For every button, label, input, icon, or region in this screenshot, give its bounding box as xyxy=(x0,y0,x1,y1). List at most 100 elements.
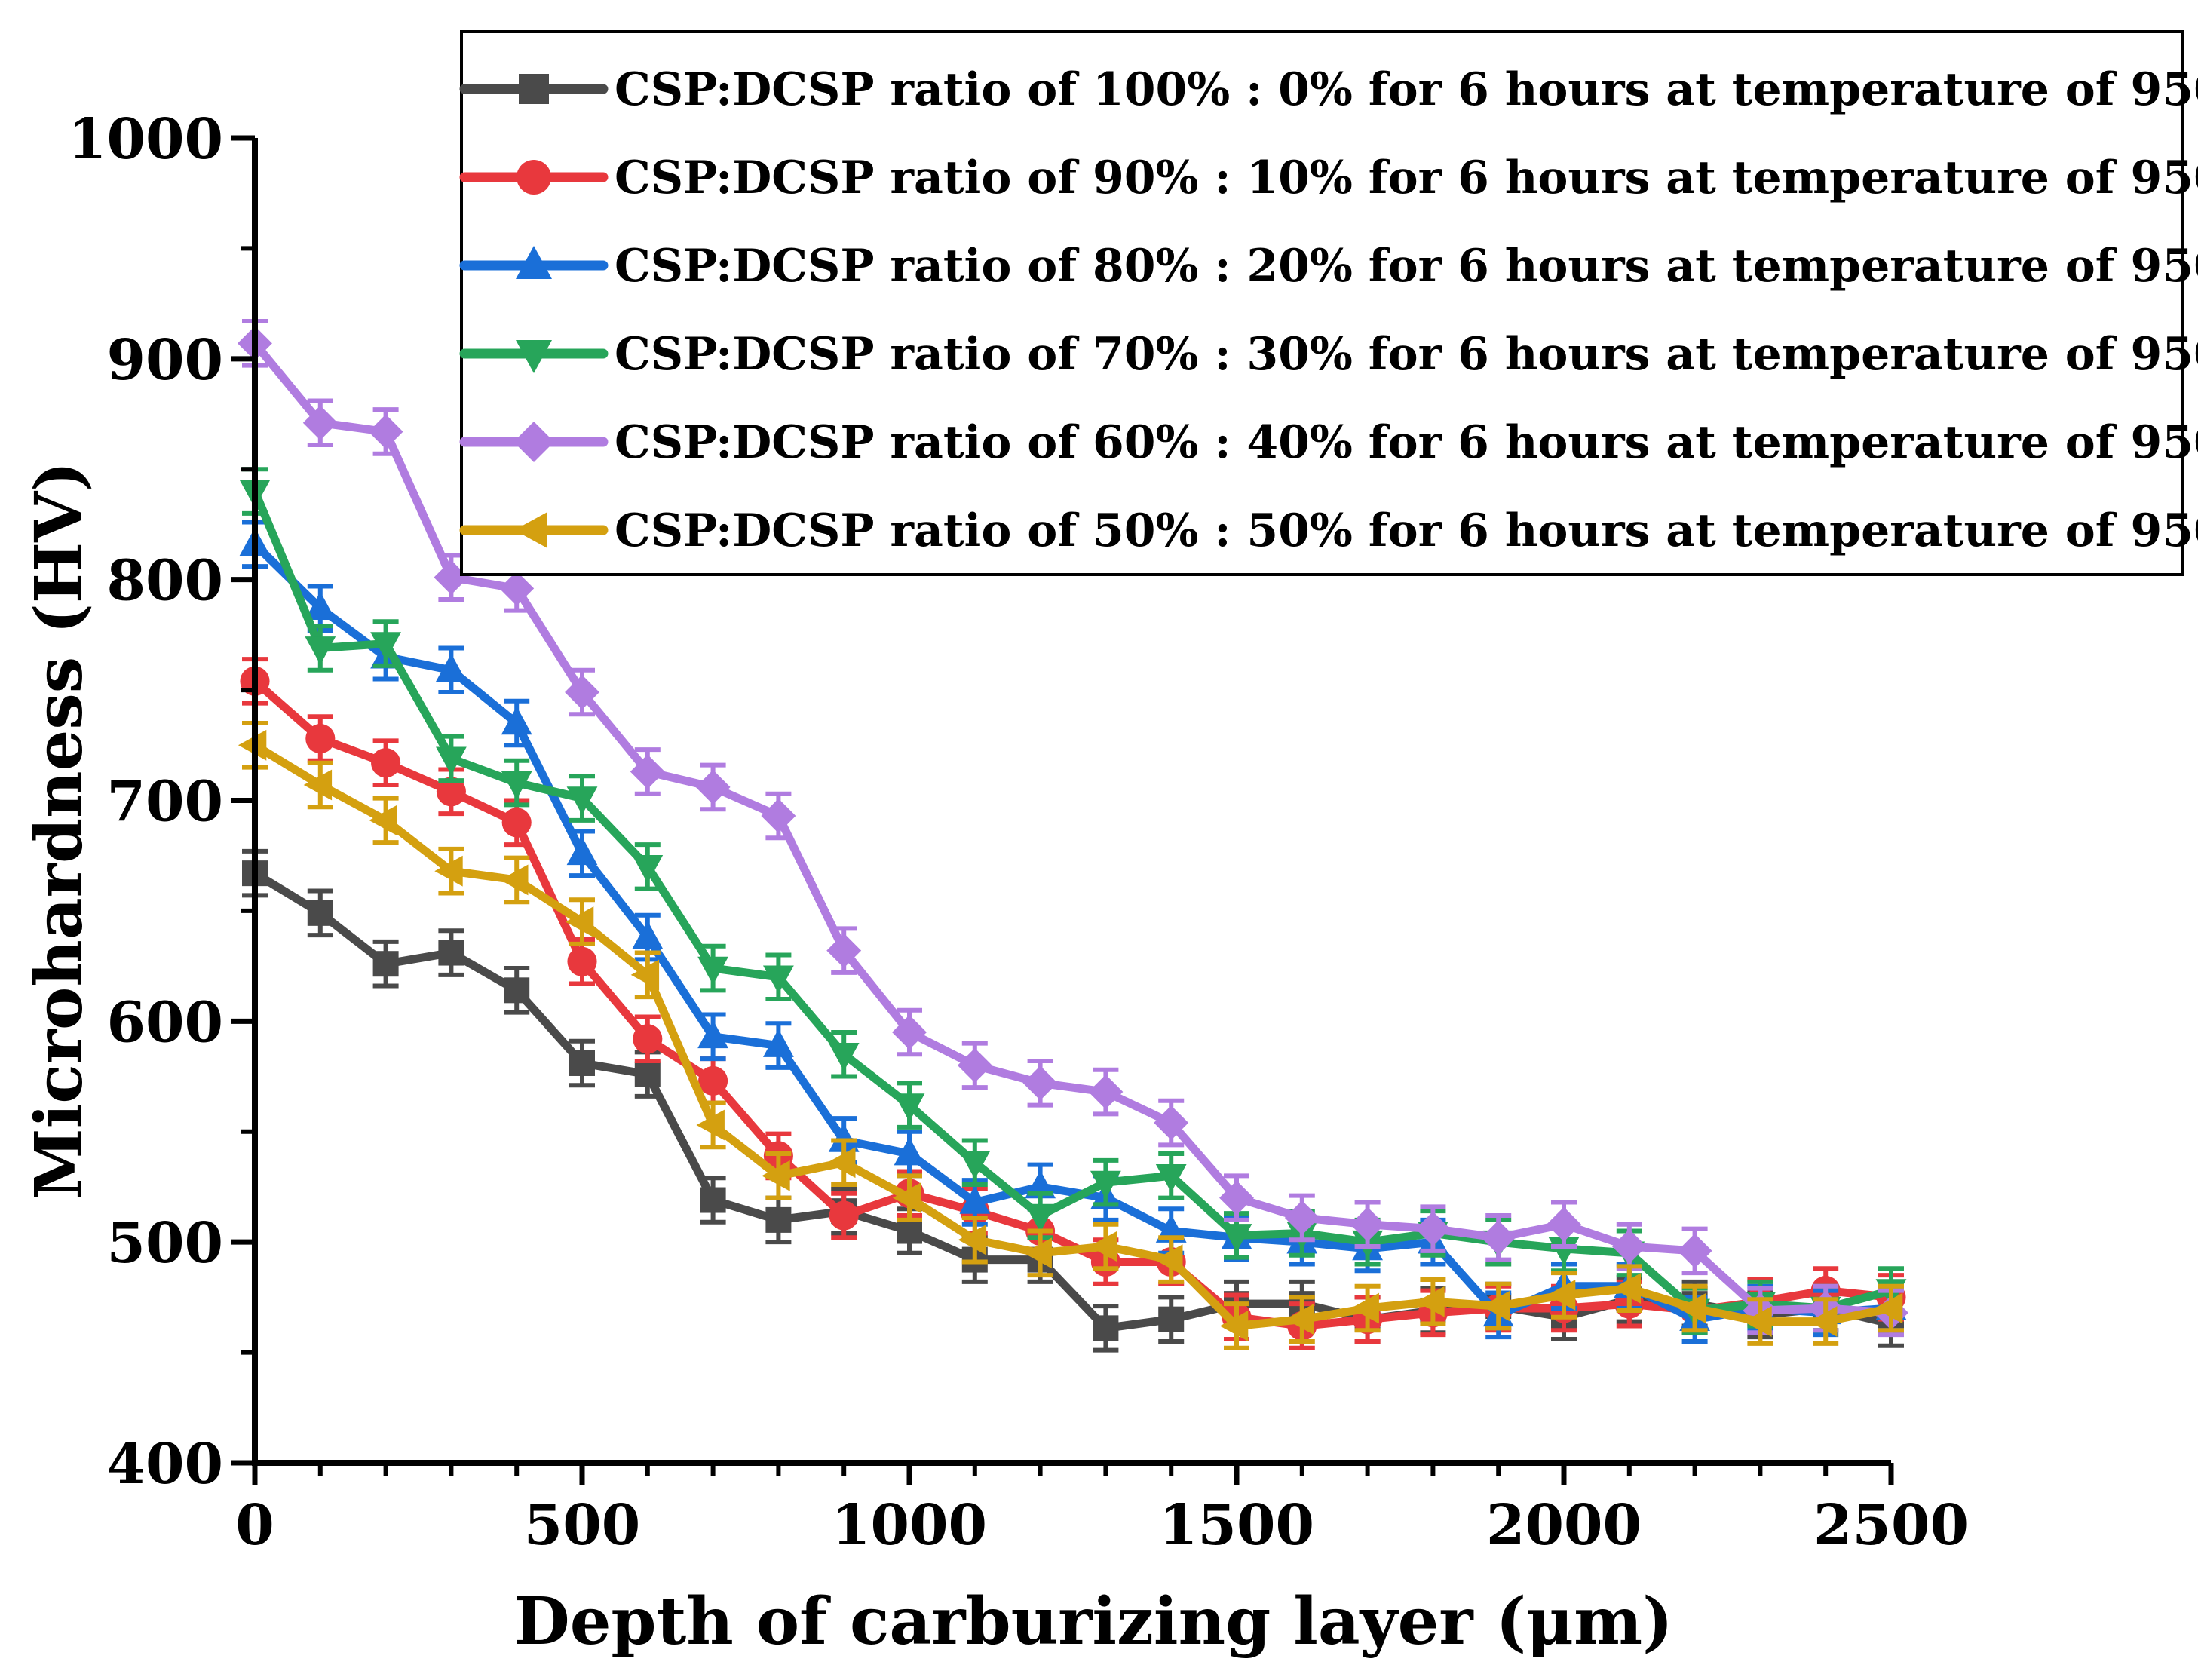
data-point xyxy=(763,1029,794,1057)
data-point xyxy=(1547,1206,1581,1242)
legend-box xyxy=(460,30,2184,576)
data-point xyxy=(1809,1306,1838,1337)
data-point xyxy=(1612,1273,1642,1304)
series-line xyxy=(250,869,1896,1332)
data-point xyxy=(829,1200,859,1231)
data-point xyxy=(1350,1292,1379,1324)
data-point xyxy=(630,754,665,789)
data-point xyxy=(1158,1306,1185,1332)
data-point xyxy=(1548,1237,1580,1266)
data-point xyxy=(828,1042,860,1071)
data-point xyxy=(1874,1292,1903,1324)
data-point xyxy=(1022,1065,1058,1101)
data-point xyxy=(695,769,731,805)
data-point xyxy=(697,956,728,986)
legend-label: CSP:DCSP ratio of 70% : 30% for 6 hours … xyxy=(615,328,2198,381)
data-point xyxy=(436,653,467,682)
data-point xyxy=(1416,1286,1445,1317)
legend-item-6: CSP:DCSP ratio of 50% : 50% for 6 hours … xyxy=(459,504,2198,557)
data-point xyxy=(634,1061,661,1087)
data-point xyxy=(897,1218,922,1244)
data-point xyxy=(763,965,794,994)
data-point xyxy=(501,706,532,735)
data-point xyxy=(761,799,796,833)
data-point xyxy=(1023,1237,1052,1269)
data-point xyxy=(958,1224,987,1255)
data-point xyxy=(434,855,463,887)
data-point xyxy=(499,571,535,606)
data-point xyxy=(369,805,397,836)
legend: CSP:DCSP ratio of 100% : 0% for 6 hours … xyxy=(459,30,2198,576)
legend-swatch-marker xyxy=(519,74,549,104)
data-point xyxy=(1481,1220,1516,1255)
data-point xyxy=(436,777,466,807)
x-tick-label: 0 xyxy=(235,1493,274,1558)
y-ticks: 400 500 600 700 800 900 1000 xyxy=(68,107,255,1497)
legend-swatch-marker xyxy=(517,160,551,195)
data-point xyxy=(959,1151,991,1179)
data-point xyxy=(828,1124,860,1152)
series-5 xyxy=(238,319,1908,1338)
data-point xyxy=(371,748,401,778)
data-point xyxy=(1219,1180,1254,1216)
data-point xyxy=(434,559,469,595)
data-point xyxy=(1025,1203,1056,1233)
series-line xyxy=(250,740,1896,1330)
data-point xyxy=(1089,1231,1117,1262)
data-point xyxy=(632,855,664,884)
data-point xyxy=(438,940,464,966)
legend-label: CSP:DCSP ratio of 60% : 40% for 6 hours … xyxy=(615,416,2198,469)
data-point xyxy=(307,900,333,926)
legend-item-1: CSP:DCSP ratio of 100% : 0% for 6 hours … xyxy=(459,63,2198,116)
data-point xyxy=(826,933,862,968)
x-tick-label: 1500 xyxy=(1159,1493,1314,1558)
series-line xyxy=(250,487,1896,1315)
legend-label: CSP:DCSP ratio of 90% : 10% for 6 hours … xyxy=(615,152,2198,204)
data-point xyxy=(566,786,598,815)
data-point xyxy=(1743,1306,1772,1337)
data-point xyxy=(630,959,660,991)
x-tick-label: 2000 xyxy=(1486,1493,1642,1558)
data-point xyxy=(892,1015,927,1050)
legend-swatch-marker xyxy=(516,246,552,279)
data-point xyxy=(1677,1233,1712,1268)
legend-label: CSP:DCSP ratio of 100% : 0% for 6 hours … xyxy=(615,63,2198,116)
y-tick-label: 700 xyxy=(107,770,223,835)
x-tick-label: 1000 xyxy=(832,1493,987,1558)
x-tick-label: 2500 xyxy=(1813,1493,1969,1558)
data-point xyxy=(1088,1075,1124,1109)
y-axis-title: Microhardness (HV) xyxy=(21,461,97,1200)
y-tick-label: 400 xyxy=(107,1432,223,1497)
legend-label: CSP:DCSP ratio of 50% : 50% for 6 hours … xyxy=(615,504,2198,557)
series-4 xyxy=(239,467,1907,1335)
data-point xyxy=(303,769,333,801)
data-point xyxy=(565,675,599,710)
data-point xyxy=(892,1182,921,1213)
y-tick-label: 900 xyxy=(107,328,223,393)
data-point xyxy=(957,1047,992,1083)
data-point xyxy=(370,632,401,661)
data-point xyxy=(1154,1105,1189,1140)
data-point xyxy=(372,951,399,977)
data-point xyxy=(1611,1229,1647,1264)
data-point xyxy=(305,636,336,665)
data-point xyxy=(1482,1290,1510,1322)
y-tick-label: 1000 xyxy=(68,107,223,172)
x-tick-label: 500 xyxy=(524,1493,640,1558)
data-point xyxy=(959,1185,991,1214)
data-point xyxy=(566,836,598,866)
data-point xyxy=(1547,1280,1576,1311)
data-point xyxy=(436,746,467,775)
data-point xyxy=(765,1206,792,1233)
series-3 xyxy=(239,520,1907,1344)
data-point xyxy=(697,1019,728,1049)
data-point xyxy=(1155,1164,1187,1193)
data-point xyxy=(305,591,336,621)
data-point xyxy=(632,920,664,949)
y-tick-label: 600 xyxy=(107,990,223,1055)
data-point xyxy=(1093,1315,1119,1341)
x-ticks: 0 500 1000 1500 2000 2500 xyxy=(235,1463,1969,1558)
data-point xyxy=(1090,1170,1121,1200)
